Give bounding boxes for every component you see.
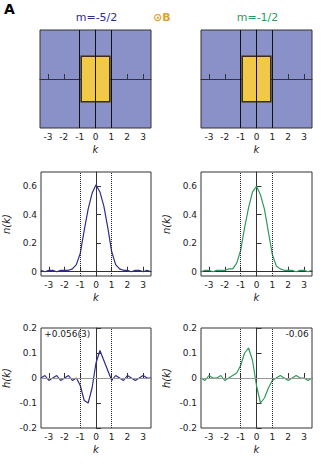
svg-text:0: 0 bbox=[254, 132, 260, 142]
svg-text:-2: -2 bbox=[59, 132, 68, 142]
svg-text:0.2: 0.2 bbox=[23, 323, 37, 333]
svg-text:-0.2: -0.2 bbox=[179, 423, 197, 433]
svg-text:h(k): h(k) bbox=[1, 368, 12, 388]
svg-text:k: k bbox=[93, 292, 100, 303]
svg-text:0: 0 bbox=[31, 373, 37, 383]
svg-text:0: 0 bbox=[31, 267, 37, 277]
svg-text:0: 0 bbox=[93, 280, 99, 290]
svg-text:0: 0 bbox=[254, 280, 260, 290]
svg-text:1: 1 bbox=[109, 432, 115, 442]
svg-text:-3: -3 bbox=[44, 432, 53, 442]
svg-text:2: 2 bbox=[285, 432, 291, 442]
svg-text:-1: -1 bbox=[236, 280, 245, 290]
svg-text:2: 2 bbox=[285, 132, 291, 142]
svg-text:-1: -1 bbox=[76, 280, 85, 290]
svg-text:3: 3 bbox=[140, 132, 146, 142]
svg-text:0.2: 0.2 bbox=[183, 323, 197, 333]
svg-text:0.1: 0.1 bbox=[183, 348, 197, 358]
svg-text:1: 1 bbox=[108, 132, 114, 142]
svg-text:-0.2: -0.2 bbox=[19, 423, 37, 433]
svg-text:h(k): h(k) bbox=[161, 368, 172, 388]
svg-text:-3: -3 bbox=[43, 132, 52, 142]
svg-text:-1: -1 bbox=[236, 432, 245, 442]
svg-text:0.6: 0.6 bbox=[23, 181, 38, 191]
svg-text:0.1: 0.1 bbox=[23, 348, 37, 358]
svg-text:n(k): n(k) bbox=[161, 214, 172, 234]
svg-text:0.2: 0.2 bbox=[183, 238, 197, 248]
svg-text:0: 0 bbox=[93, 132, 99, 142]
svg-text:-3: -3 bbox=[204, 132, 213, 142]
svg-text:0.6: 0.6 bbox=[183, 181, 198, 191]
svg-text:k: k bbox=[254, 292, 261, 303]
svg-text:1: 1 bbox=[269, 132, 275, 142]
svg-text:-0.1: -0.1 bbox=[19, 398, 37, 408]
svg-text:k: k bbox=[93, 144, 100, 155]
svg-text:+0.056(3): +0.056(3) bbox=[44, 329, 90, 339]
svg-text:-2: -2 bbox=[220, 280, 229, 290]
svg-text:-2: -2 bbox=[60, 432, 69, 442]
svg-text:3: 3 bbox=[140, 432, 146, 442]
svg-text:0.2: 0.2 bbox=[23, 238, 37, 248]
svg-text:1: 1 bbox=[269, 280, 275, 290]
svg-text:3: 3 bbox=[301, 432, 307, 442]
svg-text:0: 0 bbox=[254, 432, 260, 442]
svg-text:0: 0 bbox=[191, 373, 197, 383]
svg-text:-0.1: -0.1 bbox=[179, 398, 197, 408]
svg-text:⊙B: ⊙B bbox=[153, 11, 171, 24]
svg-text:-1: -1 bbox=[236, 132, 245, 142]
svg-text:k: k bbox=[254, 144, 261, 155]
svg-text:1: 1 bbox=[269, 432, 275, 442]
svg-text:-2: -2 bbox=[220, 432, 229, 442]
svg-text:A: A bbox=[4, 1, 15, 17]
svg-text:n(k): n(k) bbox=[1, 214, 12, 234]
svg-text:m=-1/2: m=-1/2 bbox=[237, 11, 279, 24]
svg-text:-3: -3 bbox=[204, 280, 213, 290]
svg-text:2: 2 bbox=[125, 280, 131, 290]
svg-text:1: 1 bbox=[109, 280, 115, 290]
svg-text:m=-5/2: m=-5/2 bbox=[76, 11, 118, 24]
svg-text:-2: -2 bbox=[60, 280, 69, 290]
svg-text:-1: -1 bbox=[75, 132, 84, 142]
svg-text:0: 0 bbox=[191, 267, 197, 277]
svg-text:0.4: 0.4 bbox=[23, 210, 38, 220]
svg-text:-0.06: -0.06 bbox=[286, 329, 310, 339]
svg-text:-3: -3 bbox=[44, 280, 53, 290]
svg-text:0: 0 bbox=[93, 432, 99, 442]
svg-text:2: 2 bbox=[124, 132, 130, 142]
svg-text:k: k bbox=[93, 444, 100, 455]
svg-text:3: 3 bbox=[301, 280, 307, 290]
svg-text:-3: -3 bbox=[204, 432, 213, 442]
svg-text:k: k bbox=[254, 444, 261, 455]
svg-text:3: 3 bbox=[301, 132, 307, 142]
svg-text:-2: -2 bbox=[220, 132, 229, 142]
svg-text:2: 2 bbox=[125, 432, 131, 442]
svg-text:3: 3 bbox=[140, 280, 146, 290]
svg-text:-1: -1 bbox=[76, 432, 85, 442]
svg-text:2: 2 bbox=[285, 280, 291, 290]
svg-text:0.4: 0.4 bbox=[183, 210, 198, 220]
